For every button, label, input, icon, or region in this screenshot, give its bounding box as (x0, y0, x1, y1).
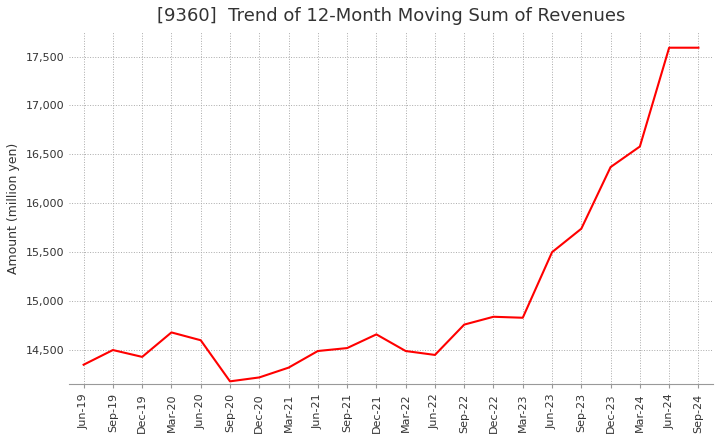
Y-axis label: Amount (million yen): Amount (million yen) (7, 143, 20, 274)
Title: [9360]  Trend of 12-Month Moving Sum of Revenues: [9360] Trend of 12-Month Moving Sum of R… (157, 7, 625, 25)
